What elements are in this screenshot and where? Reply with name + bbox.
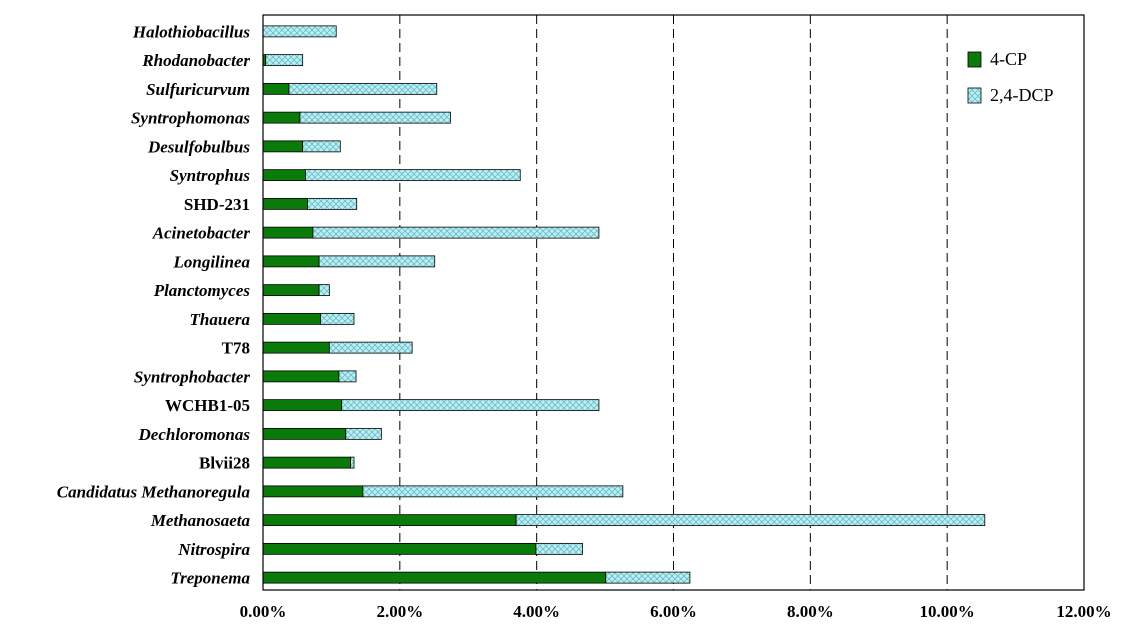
legend: 4-CP 2,4-DCP	[967, 49, 1054, 105]
bar-4cp	[262, 226, 314, 239]
category-label: Syntrophobacter	[134, 367, 251, 386]
bar-4cp	[262, 111, 301, 124]
plot-area-frame	[262, 14, 1085, 591]
bar-4cp	[262, 197, 308, 210]
x-tick-label: 10.00%	[920, 602, 975, 621]
x-tick-label: 2.00%	[376, 602, 423, 621]
category-label: Syntrophomonas	[131, 109, 250, 128]
category-label: Nitrospira	[177, 540, 250, 559]
x-tick-label: 4.00%	[513, 602, 560, 621]
bar-24dcp	[338, 370, 357, 383]
bar-4cp	[262, 312, 321, 325]
bar-24dcp	[362, 485, 624, 498]
bar-24dcp	[305, 169, 521, 182]
x-tick-label: 6.00%	[650, 602, 697, 621]
bar-24dcp	[350, 456, 355, 469]
bar-4cp	[262, 255, 320, 268]
category-label: SHD-231	[184, 195, 250, 214]
category-label: Desulfobulbus	[147, 137, 250, 156]
category-label: Acinetobacter	[152, 224, 251, 243]
bar-24dcp	[262, 25, 337, 38]
bar-4cp	[262, 140, 304, 153]
bar-4cp	[262, 571, 607, 584]
bar-24dcp	[320, 312, 355, 325]
bar-4cp	[262, 284, 320, 297]
category-label: T78	[222, 339, 250, 358]
legend-swatch	[967, 51, 982, 68]
bar-24dcp	[318, 284, 330, 297]
bar-24dcp	[288, 82, 438, 95]
legend-swatch	[967, 87, 982, 104]
bar-24dcp	[341, 399, 600, 412]
category-label: Dechloromonas	[138, 425, 251, 444]
bar-24dcp	[605, 571, 691, 584]
x-tick-label: 0.00%	[240, 602, 287, 621]
category-label: Candidatus Methanoregula	[57, 482, 251, 501]
x-tick-label: 12.00%	[1056, 602, 1111, 621]
category-label: Planctomyces	[153, 281, 251, 300]
gridlines	[399, 15, 948, 590]
bar-24dcp	[515, 514, 986, 527]
category-label: Longilinea	[172, 252, 250, 271]
bar-4cp	[262, 341, 330, 354]
bar-4cp	[262, 485, 364, 498]
category-label: WCHB1-05	[165, 396, 250, 415]
category-label: Blvii28	[199, 454, 250, 473]
category-label: Syntrophus	[170, 166, 251, 185]
bar-24dcp	[535, 542, 583, 555]
bars	[262, 25, 986, 584]
legend-label: 2,4-DCP	[990, 85, 1054, 105]
bar-24dcp	[302, 140, 341, 153]
legend-label: 4-CP	[990, 49, 1027, 69]
bar-24dcp	[299, 111, 451, 124]
bar-24dcp	[312, 226, 600, 239]
category-label: Sulfuricurvum	[146, 80, 250, 99]
bar-4cp	[262, 169, 306, 182]
category-label: Rhodanobacter	[141, 51, 250, 70]
category-label: Halothiobacillus	[132, 22, 251, 41]
bar-24dcp	[318, 255, 436, 268]
bar-4cp	[262, 514, 517, 527]
x-tick-labels: 0.00% 2.00% 4.00% 6.00% 8.00% 10.00% 12.00%	[240, 602, 1112, 621]
category-label: Methanosaeta	[150, 511, 251, 530]
bar-24dcp	[345, 427, 382, 440]
bar-4cp	[262, 82, 290, 95]
bar-24dcp	[307, 197, 358, 210]
category-labels: Halothiobacillus Rhodanobacter Sulfuricurv…	[57, 22, 251, 587]
category-label: Treponema	[170, 569, 250, 588]
bar-4cp	[262, 370, 340, 383]
bar-4cp	[262, 427, 347, 440]
bar-4cp	[262, 399, 343, 412]
bar-24dcp	[328, 341, 413, 354]
bar-24dcp	[265, 54, 304, 67]
category-label: Thauera	[190, 310, 251, 329]
x-tick-label: 8.00%	[787, 602, 834, 621]
bar-4cp	[262, 456, 351, 469]
bar-4cp	[262, 542, 537, 555]
